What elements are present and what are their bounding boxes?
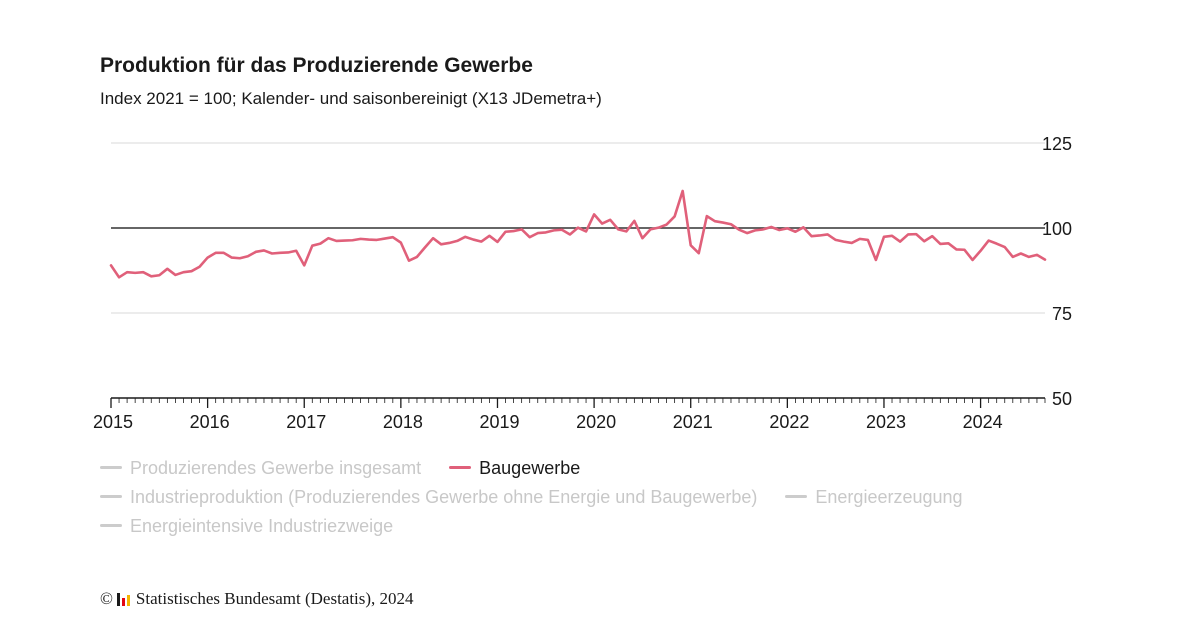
destatis-logo-icon <box>116 592 130 606</box>
legend-row: Industrieproduktion (Produzierendes Gewe… <box>100 482 1100 511</box>
x-tick-label: 2022 <box>769 412 809 432</box>
x-tick-label: 2024 <box>963 412 1003 432</box>
x-tick-label: 2017 <box>286 412 326 432</box>
x-tick-label: 2019 <box>479 412 519 432</box>
x-tick-label: 2018 <box>383 412 423 432</box>
x-tick-label: 2023 <box>866 412 906 432</box>
y-tick-label: 50 <box>1052 389 1072 409</box>
legend-item[interactable]: Industrieproduktion (Produzierendes Gewe… <box>100 488 757 506</box>
x-tick-label: 2016 <box>190 412 230 432</box>
legend-item[interactable]: Energieintensive Industriezweige <box>100 517 393 535</box>
legend-swatch <box>100 466 122 469</box>
legend-row: Energieintensive Industriezweige <box>100 511 1100 540</box>
chart-title: Produktion für das Produzierende Gewerbe <box>100 54 533 77</box>
copyright-symbol: © <box>100 589 113 608</box>
chart-subtitle: Index 2021 = 100; Kalender- und saisonbe… <box>100 89 602 108</box>
chart-legend: Produzierendes Gewerbe insgesamt Baugewer… <box>100 453 1100 540</box>
legend-label: Energieerzeugung <box>815 486 963 507</box>
x-tick-label: 2021 <box>673 412 713 432</box>
legend-swatch <box>449 466 472 469</box>
y-tick-label: 125 <box>1042 134 1072 154</box>
legend-item[interactable]: Baugewerbe <box>449 459 580 477</box>
x-tick-label: 2020 <box>576 412 616 432</box>
legend-label: Baugewerbe <box>479 457 581 478</box>
source-text: Statistisches Bundesamt (Destatis), 2024 <box>135 589 414 608</box>
y-tick-label: 75 <box>1052 304 1072 324</box>
x-tick-label: 2015 <box>93 412 133 432</box>
legend-item[interactable]: Energieerzeugung <box>785 486 963 507</box>
legend-label: Produzierendes Gewerbe insgesamt <box>130 457 422 478</box>
legend-item[interactable]: Produzierendes Gewerbe insgesamt <box>100 459 421 477</box>
legend-swatch <box>785 495 808 498</box>
series-line-baugewerbe <box>109 189 1047 279</box>
legend-swatch <box>100 524 122 527</box>
legend-swatch <box>100 495 122 498</box>
legend-label: Energieintensive Industriezweige <box>130 515 394 536</box>
y-tick-label: 100 <box>1042 219 1072 239</box>
source-note: © Statistisches Bundesamt (Destatis), 20… <box>100 589 414 609</box>
legend-label: Industrieproduktion (Produzierendes Gewe… <box>130 486 758 507</box>
legend-row: Produzierendes Gewerbe insgesamt Baugewer… <box>100 453 1100 482</box>
